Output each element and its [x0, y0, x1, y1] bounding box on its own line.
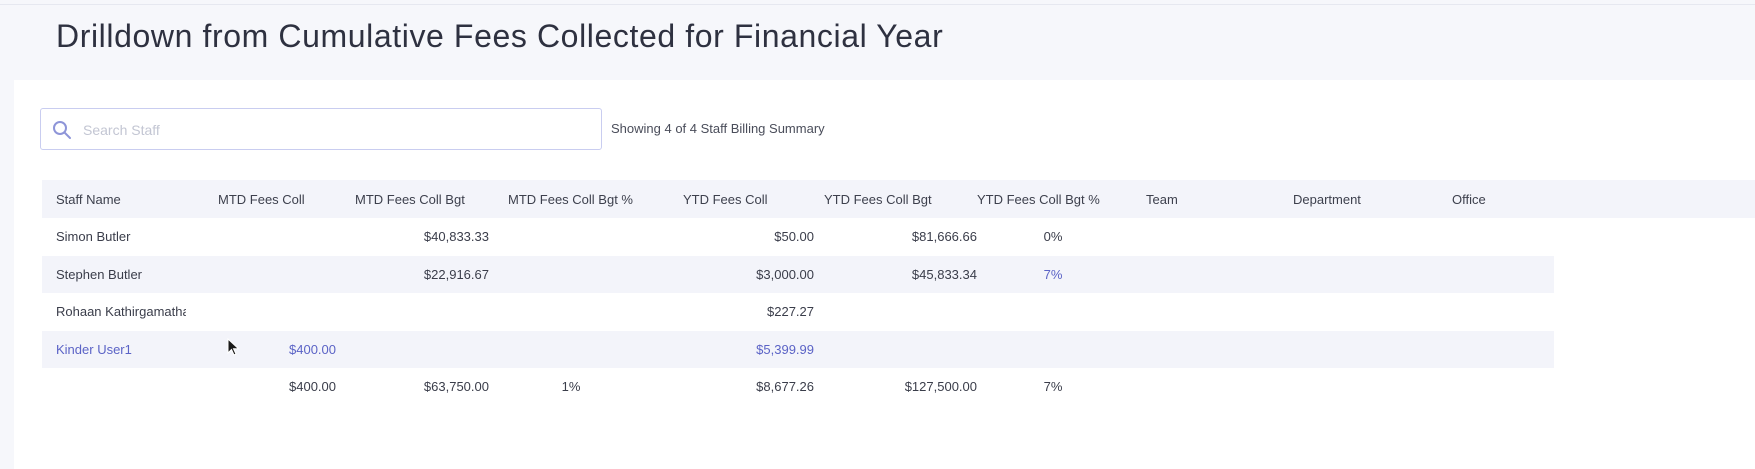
cell-ytd-fees-coll: $50.00 — [774, 229, 814, 245]
cell-ytd-fees-coll-bgt — [814, 330, 977, 368]
column-header-mtd-fees-coll-bgt-pct[interactable]: MTD Fees Coll Bgt % — [489, 180, 653, 218]
table-header-row: Staff Name MTD Fees Coll MTD Fees Coll B… — [42, 180, 1755, 218]
cell-mtd-fees-coll-bgt — [336, 293, 489, 331]
cell-office — [1434, 255, 1755, 293]
cell-mtd-fees-coll-bgt — [336, 330, 489, 368]
showing-count-text: Showing 4 of 4 Staff Billing Summary — [611, 121, 825, 136]
cell-mtd-fees-coll-bgt-pct — [489, 330, 653, 368]
column-header-ytd-fees-coll-bgt-pct[interactable]: YTD Fees Coll Bgt % — [977, 180, 1129, 218]
column-header-ytd-fees-coll-bgt[interactable]: YTD Fees Coll Bgt — [814, 180, 977, 218]
search-input[interactable] — [81, 118, 585, 142]
cell-ytd-fees-coll-bgt-pct — [977, 293, 1129, 331]
cell-department — [1275, 255, 1434, 293]
cell-department — [1275, 330, 1434, 368]
cell-mtd-fees-coll — [186, 255, 336, 293]
staff-billing-table: Staff Name MTD Fees Coll MTD Fees Coll B… — [42, 180, 1755, 406]
cell-ytd-fees-coll: $227.27 — [767, 304, 814, 320]
cell-ytd-fees-coll: $5,399.99 — [653, 330, 814, 368]
table-row-hovered[interactable]: Kinder User1 $400.00 $5,399.99 — [42, 330, 1755, 368]
total-department — [1275, 368, 1434, 406]
column-header-mtd-fees-coll[interactable]: MTD Fees Coll — [186, 180, 336, 218]
table-row[interactable]: Rohaan Kathirgamatha... $227.27 — [42, 293, 1755, 331]
cell-mtd-fees-coll-bgt: $22,916.67 — [336, 255, 489, 293]
total-office — [1434, 368, 1755, 406]
cell-mtd-fees-coll — [186, 293, 336, 331]
mouse-cursor-icon — [227, 338, 240, 356]
column-header-office[interactable]: Office — [1434, 180, 1755, 218]
cell-mtd-fees-coll-bgt: $40,833.33 — [423, 229, 489, 245]
total-team — [1129, 368, 1275, 406]
cell-ytd-fees-coll-bgt: $45,833.34 — [814, 255, 977, 293]
cell-staff-name: Rohaan Kathirgamatha... — [56, 304, 186, 320]
cell-mtd-fees-coll: $400.00 — [186, 330, 336, 368]
cell-team — [1129, 330, 1275, 368]
cell-mtd-fees-coll — [186, 218, 336, 256]
cell-department — [1275, 293, 1434, 331]
total-ytd-fees-coll-bgt-pct: 7% — [1043, 379, 1063, 395]
column-header-mtd-fees-coll-bgt[interactable]: MTD Fees Coll Bgt — [336, 180, 489, 218]
cell-team — [1129, 255, 1275, 293]
top-divider — [0, 4, 1755, 5]
cell-mtd-fees-coll-bgt-pct — [489, 293, 653, 331]
cell-ytd-fees-coll-bgt: $81,666.66 — [911, 229, 977, 245]
table-totals-row: $400.00 $63,750.00 1% $8,677.26 $127,500… — [42, 368, 1755, 406]
cell-ytd-fees-coll-bgt-pct: 7% — [977, 255, 1129, 293]
cell-office — [1434, 218, 1755, 256]
cell-office — [1434, 293, 1755, 331]
page-title: Drilldown from Cumulative Fees Collected… — [56, 18, 944, 54]
cell-total-label — [42, 368, 186, 406]
cell-staff-name: Simon Butler — [56, 229, 131, 245]
cell-mtd-fees-coll-bgt-pct — [489, 218, 653, 256]
total-mtd-fees-coll-bgt-pct: 1% — [561, 379, 581, 395]
cell-office — [1434, 330, 1755, 368]
cell-ytd-fees-coll-bgt-pct — [977, 330, 1129, 368]
table-row[interactable]: Stephen Butler $22,916.67 $3,000.00 $45,… — [42, 255, 1755, 293]
search-icon — [53, 121, 71, 139]
search-box[interactable] — [40, 108, 602, 150]
cell-team — [1129, 293, 1275, 331]
content-panel: Showing 4 of 4 Staff Billing Summary Sta… — [14, 80, 1755, 469]
column-header-department[interactable]: Department — [1275, 180, 1434, 218]
cell-department — [1275, 218, 1434, 256]
total-mtd-fees-coll-bgt: $63,750.00 — [423, 379, 489, 395]
cell-staff-name-link[interactable]: Kinder User1 — [42, 330, 186, 368]
cell-ytd-fees-coll-bgt-pct: 0% — [1043, 229, 1063, 245]
cell-mtd-fees-coll-bgt-pct — [489, 255, 653, 293]
total-ytd-fees-coll-bgt: $127,500.00 — [904, 379, 977, 395]
column-header-ytd-fees-coll[interactable]: YTD Fees Coll — [653, 180, 814, 218]
cell-staff-name: Stephen Butler — [42, 255, 186, 293]
table-row[interactable]: Simon Butler $40,833.33 $50.00 $81,666.6… — [42, 218, 1755, 256]
total-ytd-fees-coll: $8,677.26 — [756, 379, 814, 395]
cell-ytd-fees-coll: $3,000.00 — [653, 255, 814, 293]
column-header-team[interactable]: Team — [1129, 180, 1275, 218]
total-mtd-fees-coll: $400.00 — [289, 379, 336, 395]
cell-ytd-fees-coll-bgt — [814, 293, 977, 331]
cell-team — [1129, 218, 1275, 256]
column-header-staff-name[interactable]: Staff Name — [42, 180, 186, 218]
